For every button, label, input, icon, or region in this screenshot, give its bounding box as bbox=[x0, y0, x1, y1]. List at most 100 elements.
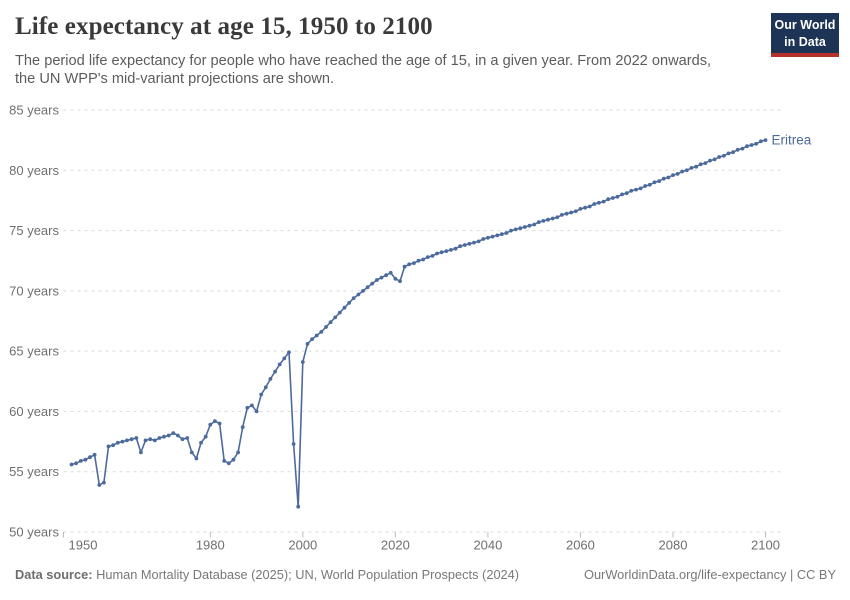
data-point[interactable] bbox=[254, 409, 259, 414]
data-point[interactable] bbox=[675, 172, 680, 176]
data-point[interactable] bbox=[384, 273, 388, 278]
data-point[interactable] bbox=[379, 275, 384, 280]
data-point[interactable] bbox=[129, 437, 134, 442]
data-point[interactable] bbox=[499, 232, 504, 237]
data-point[interactable] bbox=[467, 241, 472, 246]
data-point[interactable] bbox=[416, 258, 421, 263]
data-point[interactable] bbox=[490, 234, 495, 239]
data-point[interactable] bbox=[597, 200, 601, 205]
data-point[interactable] bbox=[277, 362, 282, 367]
data-point[interactable] bbox=[513, 227, 518, 232]
data-point[interactable] bbox=[722, 153, 726, 158]
data-point[interactable] bbox=[194, 456, 199, 461]
data-point[interactable] bbox=[624, 191, 629, 196]
data-point[interactable] bbox=[462, 243, 467, 247]
entity-label[interactable]: Eritrea bbox=[772, 133, 812, 148]
data-point[interactable] bbox=[472, 240, 476, 245]
data-point[interactable] bbox=[152, 438, 157, 443]
data-point[interactable] bbox=[402, 264, 407, 269]
data-point[interactable] bbox=[226, 461, 231, 466]
data-point[interactable] bbox=[541, 219, 546, 223]
data-point[interactable] bbox=[726, 151, 731, 156]
data-point[interactable] bbox=[356, 292, 361, 297]
data-point[interactable] bbox=[157, 436, 162, 440]
data-point[interactable] bbox=[587, 204, 592, 209]
data-point[interactable] bbox=[583, 205, 587, 210]
data-point[interactable] bbox=[759, 139, 763, 144]
data-point[interactable] bbox=[222, 459, 227, 463]
data-point[interactable] bbox=[606, 197, 611, 202]
data-point[interactable] bbox=[754, 141, 759, 146]
data-point[interactable] bbox=[444, 249, 449, 254]
data-point[interactable] bbox=[657, 179, 661, 184]
data-point[interactable] bbox=[88, 455, 92, 460]
data-point[interactable] bbox=[365, 285, 370, 290]
data-point[interactable] bbox=[162, 434, 166, 439]
data-point[interactable] bbox=[708, 158, 712, 163]
data-point[interactable] bbox=[287, 350, 291, 355]
data-point[interactable] bbox=[671, 173, 675, 178]
data-point[interactable] bbox=[231, 457, 236, 462]
data-point[interactable] bbox=[476, 239, 481, 244]
data-point[interactable] bbox=[398, 279, 402, 284]
data-point[interactable] bbox=[703, 161, 708, 166]
data-point[interactable] bbox=[661, 176, 666, 181]
data-point[interactable] bbox=[134, 436, 139, 440]
data-point[interactable] bbox=[712, 157, 717, 162]
data-point[interactable] bbox=[319, 330, 324, 334]
data-point[interactable] bbox=[92, 452, 97, 457]
data-point[interactable] bbox=[592, 202, 597, 206]
data-point[interactable] bbox=[527, 223, 532, 228]
data-point[interactable] bbox=[694, 164, 698, 169]
data-point[interactable] bbox=[115, 440, 120, 445]
data-point[interactable] bbox=[180, 437, 185, 442]
data-point[interactable] bbox=[615, 194, 620, 199]
data-point[interactable] bbox=[731, 150, 735, 155]
data-point[interactable] bbox=[148, 437, 153, 442]
data-point[interactable] bbox=[532, 222, 537, 227]
data-point[interactable] bbox=[481, 237, 486, 241]
data-point[interactable] bbox=[370, 281, 375, 286]
data-point[interactable] bbox=[342, 305, 347, 310]
data-point[interactable] bbox=[74, 461, 78, 466]
data-point[interactable] bbox=[361, 289, 365, 293]
data-point[interactable] bbox=[300, 360, 305, 364]
data-point[interactable] bbox=[749, 143, 754, 147]
data-point[interactable] bbox=[652, 180, 657, 185]
data-point[interactable] bbox=[610, 196, 615, 200]
data-point[interactable] bbox=[143, 438, 148, 443]
data-point[interactable] bbox=[351, 296, 356, 300]
data-point[interactable] bbox=[310, 337, 314, 341]
data-point[interactable] bbox=[78, 459, 83, 463]
data-point[interactable] bbox=[120, 439, 125, 444]
data-point[interactable] bbox=[268, 377, 273, 381]
data-point[interactable] bbox=[555, 215, 560, 220]
data-point[interactable] bbox=[328, 320, 333, 325]
data-point[interactable] bbox=[347, 301, 351, 305]
data-point[interactable] bbox=[684, 168, 689, 173]
data-point[interactable] bbox=[139, 450, 143, 455]
data-point[interactable] bbox=[680, 169, 685, 174]
data-point[interactable] bbox=[573, 209, 578, 214]
data-point[interactable] bbox=[523, 225, 527, 229]
data-point[interactable] bbox=[407, 262, 412, 267]
data-point[interactable] bbox=[314, 333, 319, 338]
data-point[interactable] bbox=[569, 210, 574, 215]
data-point[interactable] bbox=[647, 182, 652, 187]
data-point[interactable] bbox=[486, 235, 490, 240]
data-point[interactable] bbox=[171, 431, 176, 435]
data-point[interactable] bbox=[333, 315, 338, 320]
data-point[interactable] bbox=[97, 483, 102, 487]
data-point[interactable] bbox=[125, 438, 129, 443]
owid-logo[interactable]: Our World in Data bbox=[771, 13, 839, 57]
data-point[interactable] bbox=[203, 434, 208, 439]
data-point[interactable] bbox=[435, 251, 439, 256]
data-point[interactable] bbox=[601, 199, 606, 204]
data-point[interactable] bbox=[425, 255, 430, 259]
data-point[interactable] bbox=[666, 175, 671, 180]
data-point[interactable] bbox=[111, 443, 115, 448]
data-point[interactable] bbox=[240, 425, 245, 429]
data-point[interactable] bbox=[564, 211, 569, 216]
data-point[interactable] bbox=[69, 462, 74, 467]
data-point[interactable] bbox=[106, 444, 111, 449]
